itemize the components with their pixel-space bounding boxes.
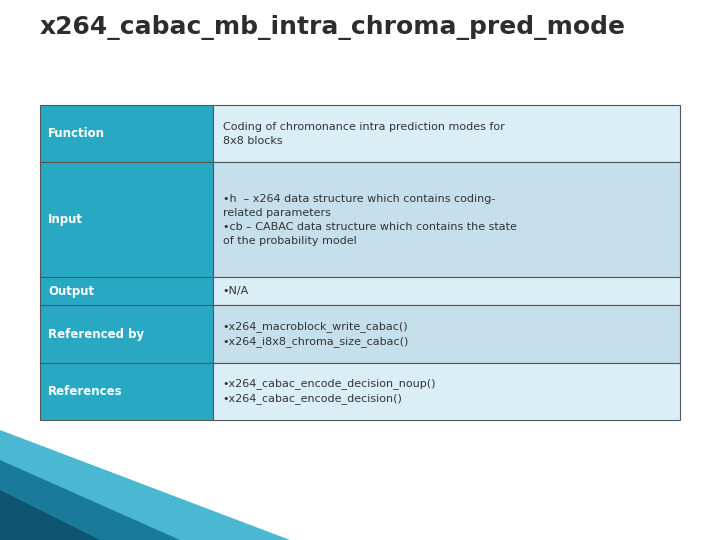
Text: •x264_cabac_encode_decision_noup()
•x264_cabac_encode_decision(): •x264_cabac_encode_decision_noup() •x264…	[222, 379, 436, 404]
Text: Output: Output	[48, 285, 94, 298]
Bar	[40, 105, 213, 163]
Text: •h  – x264 data structure which contains coding-
related parameters
•cb – CABAC : •h – x264 data structure which contains …	[222, 193, 517, 246]
Text: Referenced by: Referenced by	[48, 328, 144, 341]
Bar	[40, 163, 213, 277]
Bar	[213, 163, 680, 277]
Text: x264_cabac_mb_intra_chroma_pred_mode: x264_cabac_mb_intra_chroma_pred_mode	[40, 15, 626, 40]
Polygon shape	[0, 490, 100, 540]
Bar	[40, 306, 213, 363]
Bar	[40, 363, 213, 420]
Bar	[213, 363, 680, 420]
Bar	[213, 105, 680, 163]
Polygon shape	[0, 460, 180, 540]
Text: •N/A: •N/A	[222, 286, 249, 296]
Text: Coding of chromonance intra prediction modes for
8x8 blocks: Coding of chromonance intra prediction m…	[222, 122, 505, 146]
Bar	[213, 277, 680, 306]
Text: References: References	[48, 385, 122, 398]
Bar	[213, 306, 680, 363]
Bar	[40, 277, 213, 306]
Text: Input: Input	[48, 213, 83, 226]
Text: Function: Function	[48, 127, 105, 140]
Polygon shape	[0, 430, 290, 540]
Text: •x264_macroblock_write_cabac()
•x264_i8x8_chroma_size_cabac(): •x264_macroblock_write_cabac() •x264_i8x…	[222, 321, 409, 347]
